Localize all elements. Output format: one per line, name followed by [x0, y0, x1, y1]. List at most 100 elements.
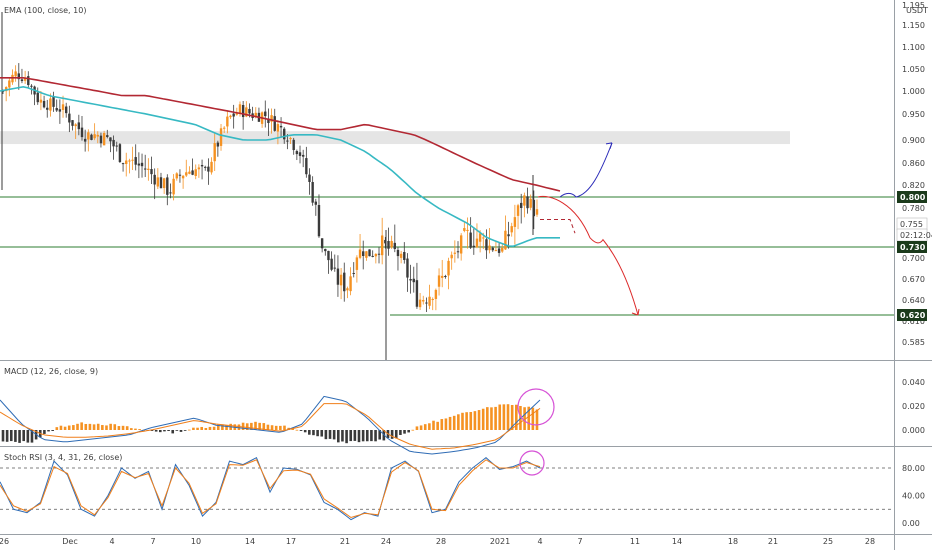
candle-body — [241, 104, 245, 118]
bullish-arrowhead — [605, 142, 613, 150]
macd-histogram-bar — [171, 430, 175, 434]
candle-body — [482, 237, 485, 239]
macd-histogram-bar — [349, 430, 353, 442]
macd-histogram-bar — [150, 430, 154, 431]
macd-signal-line — [0, 403, 541, 450]
macd-histogram-bar — [121, 425, 125, 430]
support-resistance-levels — [0, 196, 894, 316]
candle-body — [485, 239, 488, 251]
candle-body — [456, 251, 460, 253]
macd-histogram-bar — [279, 425, 282, 430]
candle-body — [264, 111, 267, 117]
time-tick-label: 4 — [537, 537, 542, 546]
macd-histogram-bar — [167, 430, 170, 432]
stoch-k-line — [0, 457, 541, 521]
macd-histogram-bar — [357, 430, 361, 443]
macd-histogram-bar — [535, 409, 539, 430]
ema-long-line — [0, 77, 561, 192]
price-axis[interactable]: 1.195 1.150 1.100 1.050 1.000 0.950 0.900 0.860… — [902, 1, 925, 528]
price-tick-label: 0.860 — [902, 159, 925, 168]
macd-histogram-bar — [415, 426, 419, 430]
candle-body — [232, 113, 235, 117]
macd-histogram-bar — [378, 430, 381, 440]
candle-body — [447, 260, 450, 276]
macd-histogram-bar — [101, 425, 104, 430]
candle-body — [99, 135, 103, 144]
price-tick-label: 0.950 — [902, 110, 925, 119]
candle-body — [112, 139, 115, 147]
candle-body — [501, 247, 504, 252]
price-tag-label: 0.620 — [900, 311, 926, 320]
macd-histogram-bar — [225, 425, 228, 430]
macd-histogram-bar — [159, 430, 162, 433]
macd-histogram-bar — [345, 430, 348, 444]
macd-histogram-bar — [403, 430, 406, 434]
stoch-tick-label: 80.00 — [902, 464, 925, 473]
macd-histogram-bar — [494, 406, 497, 430]
candle-body — [437, 275, 441, 287]
candle-body — [245, 107, 248, 117]
candle-body — [333, 267, 336, 269]
macd-histogram-bar — [51, 430, 54, 431]
price-pane-title: EMA (100, close, 10) — [4, 6, 86, 15]
macd-histogram-bar — [274, 425, 278, 430]
macd-highlight-circle — [517, 388, 555, 426]
price-tick-label: 0.900 — [902, 136, 925, 145]
time-tick-label: 17 — [286, 537, 296, 546]
candle-body — [143, 168, 147, 170]
candle-body — [412, 278, 415, 283]
macd-histogram-bar — [308, 430, 311, 435]
macd-histogram-bar — [55, 427, 59, 430]
candle-body — [175, 173, 178, 179]
candle-body — [102, 132, 106, 146]
macd-tick-label: 0.000 — [902, 426, 925, 435]
candle-body — [219, 128, 223, 146]
macd-histogram-bar — [154, 430, 158, 432]
macd-histogram-bar — [175, 430, 179, 431]
stoch-pane-title: Stoch RSI (3, 4, 31, 26, close) — [4, 453, 122, 462]
macd-histogram-bar — [187, 429, 191, 431]
price-tick-label: 1.100 — [902, 43, 925, 52]
candle-body — [478, 233, 482, 242]
macd-histogram-bar — [183, 430, 187, 431]
candle-body — [267, 118, 270, 124]
candle-body — [475, 238, 479, 248]
price-tags: 0.800 0.755 02:12:04 0.730 0.620 — [896, 191, 932, 321]
macd-histogram-bar — [163, 430, 166, 432]
candle-body — [298, 152, 302, 156]
time-tick-label: 10 — [191, 537, 201, 546]
macd-histogram-bar — [477, 410, 481, 430]
candle-body — [178, 174, 182, 176]
candle-body — [324, 248, 327, 252]
candle-body — [226, 116, 229, 127]
stoch-highlight-circle — [519, 450, 545, 476]
candle-body — [153, 174, 156, 185]
macd-histogram-bar — [125, 426, 129, 430]
candle-body — [301, 154, 305, 157]
price-tick-label: 1.000 — [902, 87, 925, 96]
macd-histogram-bar — [204, 427, 208, 430]
macd-histogram-bar — [341, 430, 344, 442]
macd-histogram-bar — [423, 424, 427, 430]
candle-body — [292, 139, 295, 151]
candle-body — [349, 276, 352, 292]
macd-histogram-bar — [63, 426, 67, 430]
candle-body — [399, 253, 403, 258]
candle-body — [469, 232, 472, 248]
macd-histogram-bar — [432, 420, 435, 430]
candle-body — [308, 174, 311, 182]
candle-body — [365, 251, 368, 258]
macd-histogram-bar — [262, 423, 266, 430]
stoch-tick-label: 40.00 — [902, 492, 925, 501]
candle-body — [49, 98, 52, 111]
stoch-rsi-pane — [0, 450, 894, 521]
price-tag-label: 0.730 — [900, 243, 926, 252]
candle-body — [36, 92, 39, 103]
candle-body — [181, 175, 185, 179]
bearish-arrowhead — [631, 308, 640, 316]
time-axis[interactable]: 26 Dec 4 7 10 14 17 21 24 28 2021 4 7 11 14 18 21 25 28 — [0, 537, 875, 546]
candle-body — [90, 134, 93, 140]
macd-histogram-bar — [506, 404, 510, 430]
candle-body — [64, 106, 68, 114]
